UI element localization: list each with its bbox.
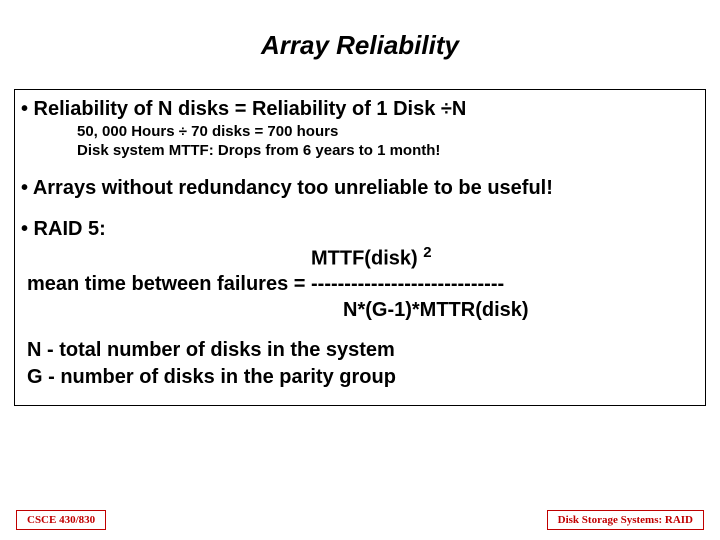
bullet-unreliable: • Arrays without redundancy too unreliab… bbox=[21, 177, 699, 200]
formula-mtbf: MTTF(disk) 2 mean time between failures … bbox=[21, 243, 699, 324]
formula-fraction-line: mean time between failures = -----------… bbox=[21, 271, 699, 297]
page-title: Array Reliability bbox=[0, 0, 720, 89]
sub-mttf-drop: Disk system MTTF: Drops from 6 years to … bbox=[77, 142, 699, 161]
legend-g: G - number of disks in the parity group bbox=[27, 364, 699, 391]
bullet-raid5: • RAID 5: bbox=[21, 218, 699, 241]
legend: N - total number of disks in the system … bbox=[21, 337, 699, 391]
content-box: • Reliability of N disks = Reliability o… bbox=[14, 89, 706, 406]
footer: CSCE 430/830 Disk Storage Systems: RAID bbox=[0, 504, 720, 530]
bullet-reliability-n: • Reliability of N disks = Reliability o… bbox=[21, 98, 699, 121]
legend-n: N - total number of disks in the system bbox=[27, 337, 699, 364]
formula-num-text: MTTF(disk) bbox=[311, 247, 423, 269]
footer-topic: Disk Storage Systems: RAID bbox=[547, 510, 704, 530]
sub-calc: 50, 000 Hours ÷ 70 disks = 700 hours bbox=[77, 123, 699, 142]
formula-exponent: 2 bbox=[423, 244, 431, 261]
footer-course-code: CSCE 430/830 bbox=[16, 510, 106, 530]
formula-numerator: MTTF(disk) 2 bbox=[21, 243, 699, 272]
formula-denominator: N*(G-1)*MTTR(disk) bbox=[21, 297, 699, 323]
